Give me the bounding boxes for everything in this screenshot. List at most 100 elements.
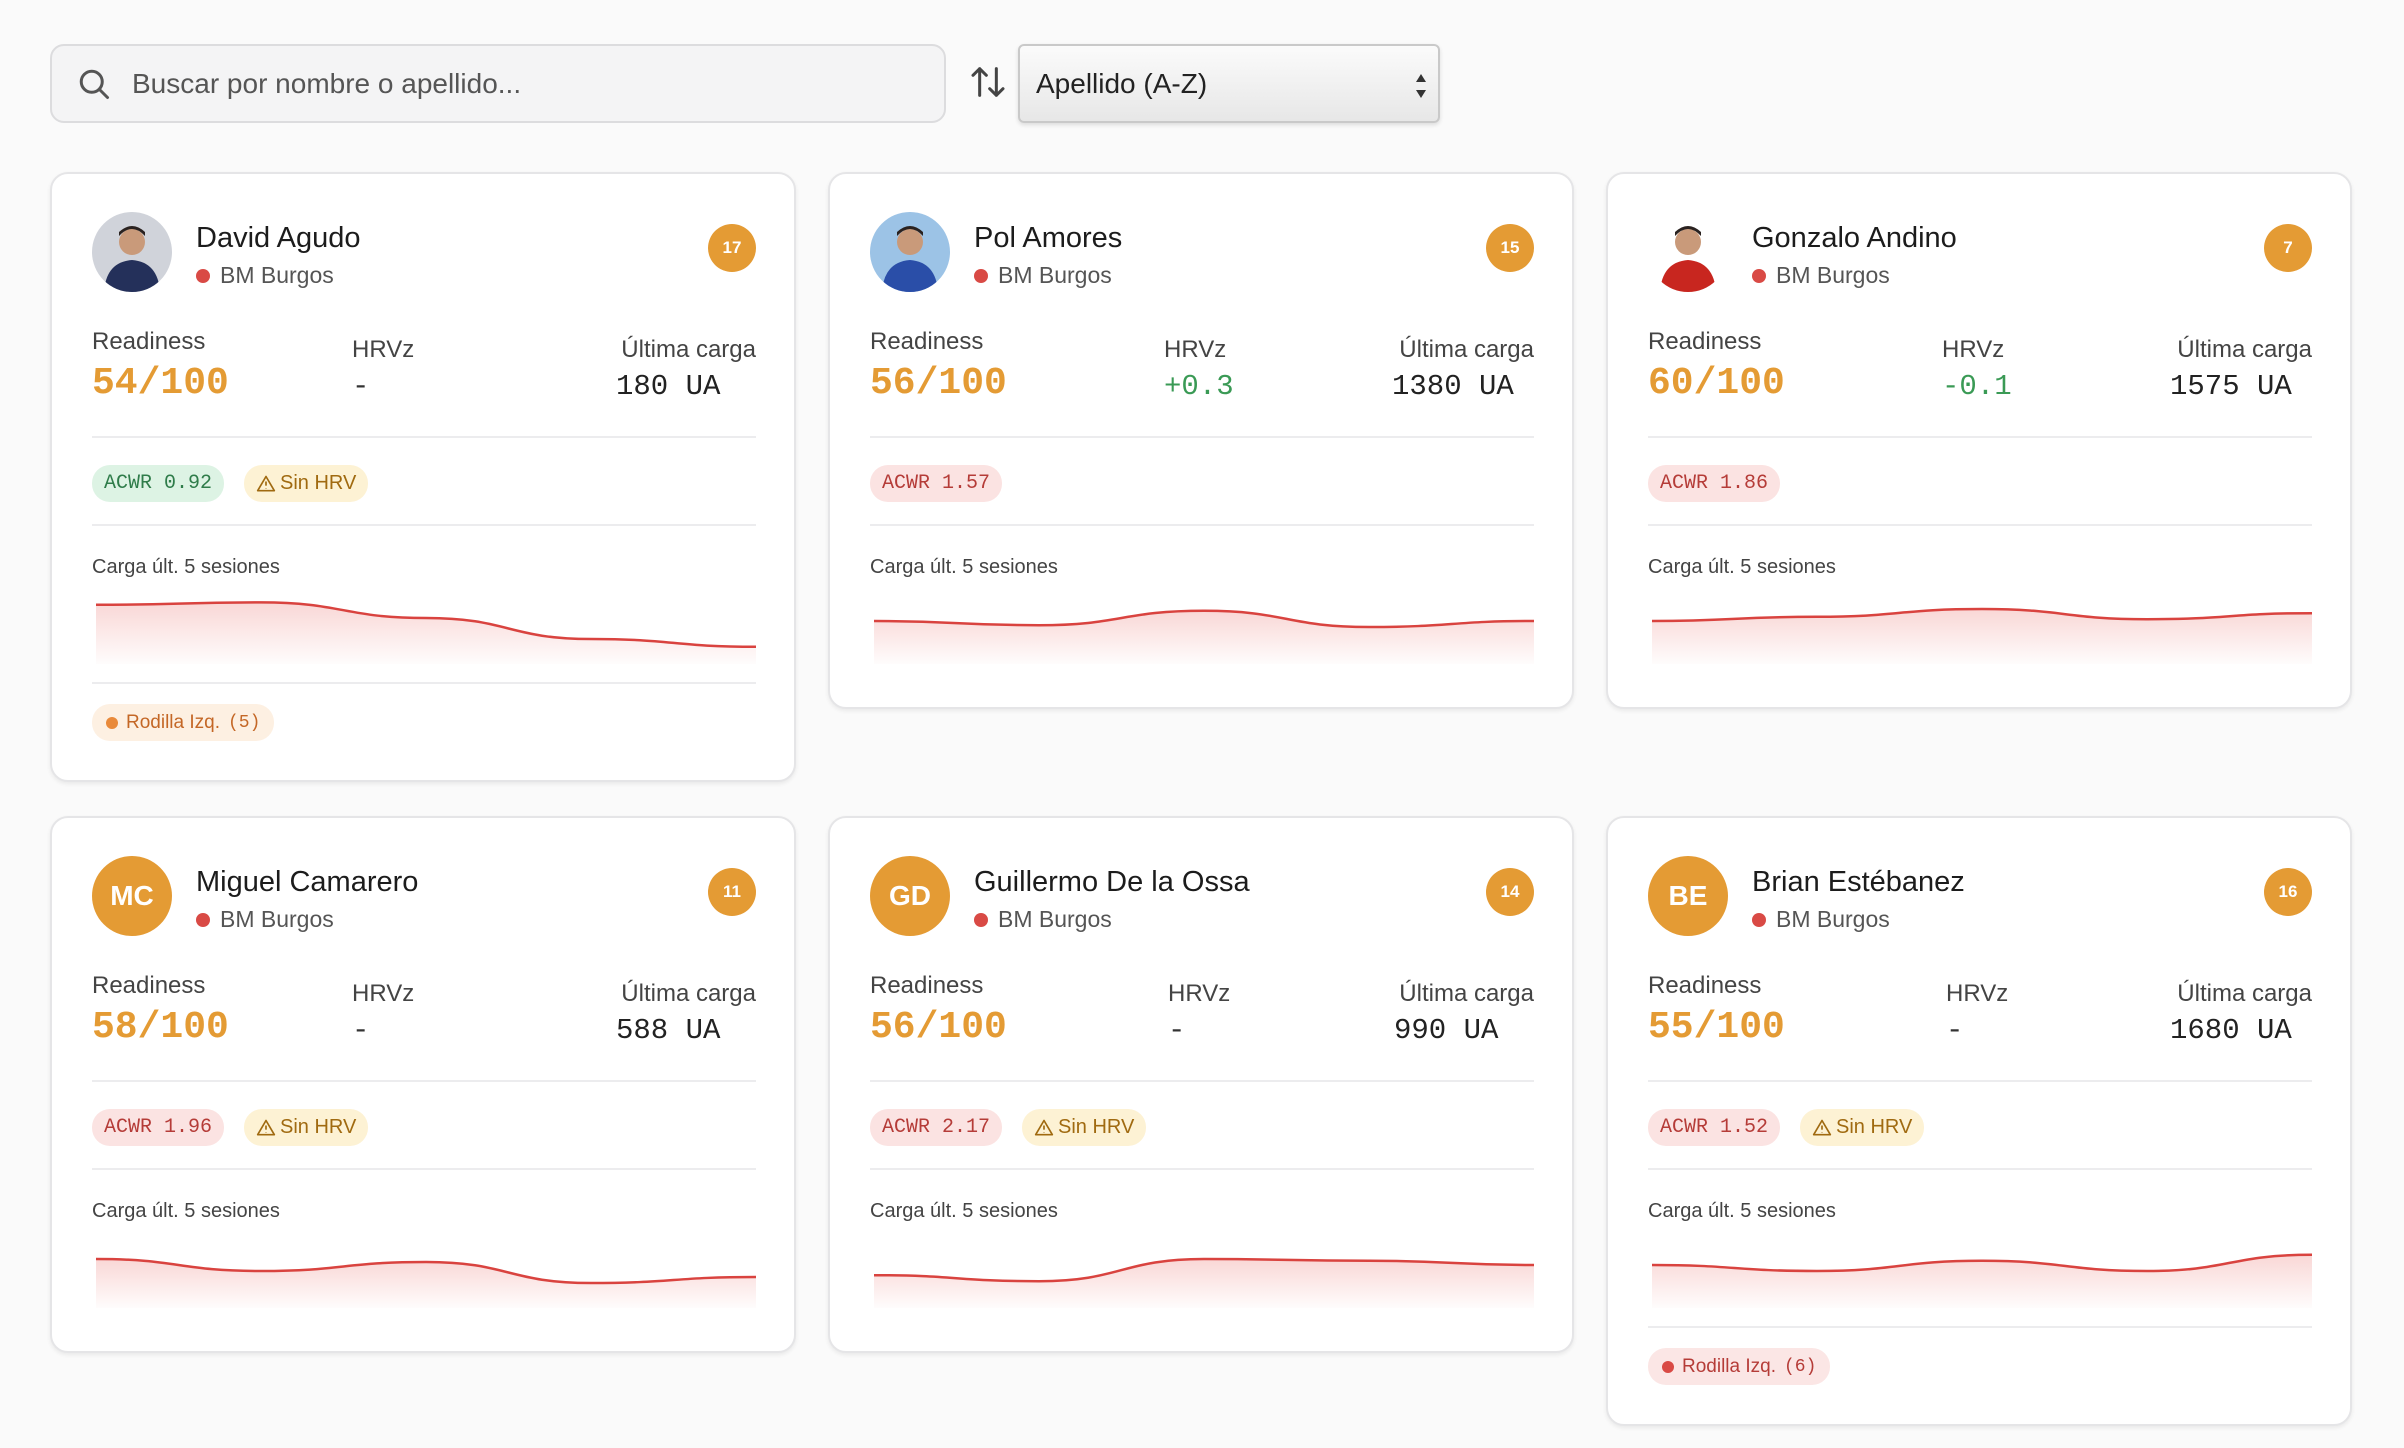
last-load-label: Última carga xyxy=(2177,980,2312,1007)
avatar xyxy=(92,212,172,292)
readiness-value: 58/100 xyxy=(92,1006,229,1049)
sort-select[interactable]: Apellido (A-Z) xyxy=(1018,44,1440,123)
sparkline-line xyxy=(873,609,1535,629)
hrvz-label: HRVz xyxy=(352,336,415,363)
last-load-label: Última carga xyxy=(1399,980,1534,1007)
player-card-1[interactable]: David Agudo BM Burgos 17 Readiness 54/10… xyxy=(50,172,796,782)
team-dot xyxy=(1752,912,1766,927)
player-card-6[interactable]: BE Brian Estébanez BM Burgos 16 Readines… xyxy=(1606,816,2352,1426)
load-sparkline xyxy=(95,1257,757,1308)
divider xyxy=(92,436,756,438)
hrvz-value: -0.1 xyxy=(1942,370,2012,403)
team-dot xyxy=(974,268,988,283)
last-load-value: 990 UA xyxy=(1394,1014,1499,1047)
last-load-value: 1380 UA xyxy=(1392,370,1514,403)
search-box[interactable] xyxy=(50,44,946,123)
hrvz-label: HRVz xyxy=(1168,980,1231,1007)
injury-badge: Rodilla Izq. (5) xyxy=(92,704,275,741)
search-input[interactable] xyxy=(132,46,922,121)
chart-label: Carga últ. 5 sesiones xyxy=(92,1200,280,1222)
sort-icon[interactable] xyxy=(968,62,1008,102)
hrvz-label: HRVz xyxy=(352,980,415,1007)
readiness-label: Readiness xyxy=(92,328,206,355)
acwr-badge: ACWR 2.17 xyxy=(870,1109,1003,1146)
load-sparkline xyxy=(1651,1253,2313,1308)
team-dot xyxy=(196,912,210,927)
sparkline-area xyxy=(874,610,1534,664)
acwr-badge: ACWR 1.52 xyxy=(1648,1109,1781,1146)
number-badge: 7 xyxy=(2264,224,2312,272)
avatar xyxy=(1648,212,1728,292)
last-load-value: 180 UA xyxy=(616,370,721,403)
player-card-4[interactable]: MC Miguel Camarero BM Burgos 11 Readines… xyxy=(50,816,796,1353)
readiness-value: 56/100 xyxy=(870,362,1007,405)
chart-label: Carga últ. 5 sesiones xyxy=(1648,556,1836,578)
player-card-3[interactable]: Gonzalo Andino BM Burgos 7 Readiness 60/… xyxy=(1606,172,2352,709)
team-label: BM Burgos xyxy=(974,906,1112,933)
team-label: BM Burgos xyxy=(196,906,334,933)
no-hrv-label: Sin HRV xyxy=(280,472,357,494)
player-name: Guillermo De la Ossa xyxy=(974,866,1250,898)
warning-icon xyxy=(1034,1119,1054,1135)
team-name: BM Burgos xyxy=(220,906,334,932)
team-label: BM Burgos xyxy=(974,262,1112,289)
no-hrv-badge: Sin HRV xyxy=(244,1109,369,1146)
hrvz-value: - xyxy=(1946,1014,1964,1047)
hrvz-value: +0.3 xyxy=(1164,370,1234,403)
divider xyxy=(92,524,756,526)
divider xyxy=(870,524,1534,526)
divider xyxy=(92,1168,756,1170)
sparkline-line xyxy=(873,1257,1535,1283)
readiness-label: Readiness xyxy=(1648,328,1762,355)
select-arrows-icon xyxy=(1416,74,1426,98)
last-load-label: Última carga xyxy=(621,980,756,1007)
player-name: David Agudo xyxy=(196,222,361,254)
no-hrv-label: Sin HRV xyxy=(280,1116,357,1138)
injury-dot xyxy=(106,716,118,729)
sparkline-area xyxy=(1652,1254,2312,1308)
sparkline-line xyxy=(1651,607,2313,623)
divider xyxy=(870,436,1534,438)
warning-icon xyxy=(1812,1119,1832,1135)
readiness-value: 55/100 xyxy=(1648,1006,1785,1049)
last-load-label: Última carga xyxy=(1399,336,1534,363)
no-hrv-label: Sin HRV xyxy=(1836,1116,1913,1138)
avatar xyxy=(870,212,950,292)
team-label: BM Burgos xyxy=(1752,906,1890,933)
injury-label: Rodilla Izq. xyxy=(126,711,220,733)
divider xyxy=(1648,1326,2312,1328)
injury-label: Rodilla Izq. xyxy=(1682,1355,1776,1377)
divider xyxy=(1648,1168,2312,1170)
player-card-2[interactable]: Pol Amores BM Burgos 15 Readiness 56/100… xyxy=(828,172,1574,709)
readiness-value: 56/100 xyxy=(870,1006,1007,1049)
readiness-label: Readiness xyxy=(870,972,984,999)
acwr-badge: ACWR 1.96 xyxy=(92,1109,225,1146)
team-dot xyxy=(1752,268,1766,283)
player-name: Gonzalo Andino xyxy=(1752,222,1957,254)
acwr-badge: ACWR 0.92 xyxy=(92,465,225,502)
number-badge: 14 xyxy=(1486,868,1534,916)
sparkline-line xyxy=(1651,1253,2313,1273)
team-dot xyxy=(196,268,210,283)
number-badge: 11 xyxy=(708,868,756,916)
divider xyxy=(1648,436,2312,438)
no-hrv-badge: Sin HRV xyxy=(244,465,369,502)
hrvz-value: - xyxy=(352,1014,370,1047)
acwr-badge: ACWR 1.57 xyxy=(870,465,1003,502)
readiness-label: Readiness xyxy=(870,328,984,355)
team-name: BM Burgos xyxy=(998,262,1112,288)
divider xyxy=(1648,524,2312,526)
readiness-value: 60/100 xyxy=(1648,362,1785,405)
sparkline-line xyxy=(95,1257,757,1285)
last-load-label: Última carga xyxy=(621,336,756,363)
last-load-value: 588 UA xyxy=(616,1014,721,1047)
divider xyxy=(92,682,756,684)
player-card-5[interactable]: GD Guillermo De la Ossa BM Burgos 14 Rea… xyxy=(828,816,1574,1353)
chart-label: Carga últ. 5 sesiones xyxy=(870,556,1058,578)
readiness-label: Readiness xyxy=(1648,972,1762,999)
injury-count: (5) xyxy=(228,712,261,733)
acwr-badge: ACWR 1.86 xyxy=(1648,465,1781,502)
search-icon xyxy=(79,69,109,99)
number-badge: 16 xyxy=(2264,868,2312,916)
sort-select-value: Apellido (A-Z) xyxy=(1036,68,1208,99)
